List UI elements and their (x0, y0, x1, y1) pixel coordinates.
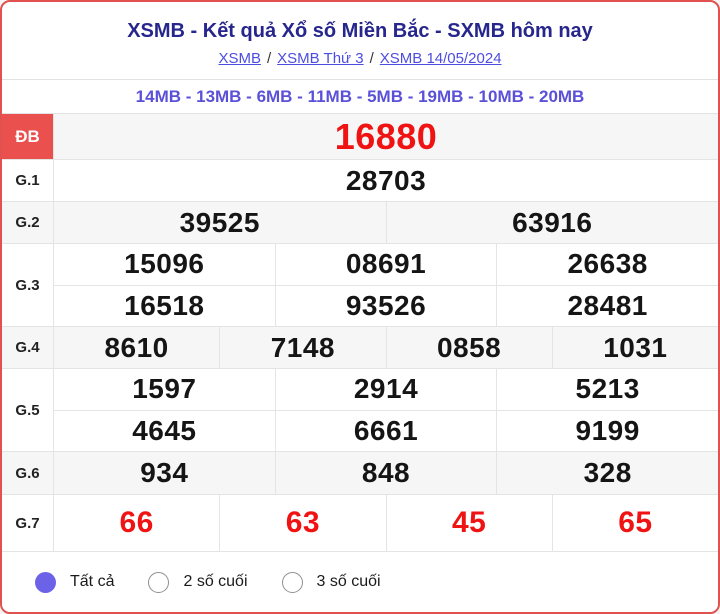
filter-option-label: Tất cả (70, 573, 115, 590)
filter-bar: Tất cả 2 số cuối 3 số cuối (2, 552, 718, 612)
prize-number: 1597 (54, 369, 276, 410)
prize-number: 08691 (276, 244, 498, 285)
prize-row-g1: G.1 28703 (2, 160, 718, 202)
prize-number: 4645 (54, 410, 276, 451)
prize-number: 8610 (54, 327, 221, 368)
prize-number: 934 (54, 452, 276, 494)
stations-line: 14MB - 13MB - 6MB - 11MB - 5MB - 19MB - … (2, 80, 718, 114)
prize-row-đb: ĐB 16880 (2, 114, 718, 160)
prize-label: G.1 (2, 160, 54, 201)
breadcrumb-link-xsmb[interactable]: XSMB (218, 50, 261, 67)
prize-number: 16518 (54, 285, 276, 326)
results-table: ĐB 16880 G.1 28703 G.2 39525 63916 G.3 15096 0869… (2, 114, 718, 552)
filter-option-label: 2 số cuối (183, 573, 248, 590)
prize-number: 9199 (575, 414, 640, 446)
prize-number: 328 (583, 457, 632, 488)
prize-number: 7148 (220, 327, 387, 368)
prize-row-g6: G.6 934 848 328 (2, 452, 718, 495)
prize-number: 63 (220, 495, 387, 551)
radio-unselected-icon[interactable] (281, 571, 303, 593)
radio-unselected-icon[interactable] (148, 571, 170, 593)
prize-row-g2: G.2 39525 63916 (2, 202, 718, 244)
prize-number: 39525 (54, 202, 387, 243)
prize-number: 15096 (54, 244, 276, 285)
filter-option-last2[interactable]: 2 số cuối (148, 571, 248, 593)
prize-number: 28481 (567, 289, 648, 321)
prize-label: G.2 (2, 202, 54, 243)
breadcrumb: XSMB / XSMB Thứ 3 / XSMB 14/05/2024 (2, 47, 718, 71)
prize-number: 66 (54, 495, 221, 551)
prize-label: ĐB (2, 114, 54, 159)
prize-label: G.6 (2, 452, 54, 494)
prize-number: 65 (618, 506, 653, 539)
radio-selected-icon[interactable] (35, 571, 56, 593)
prize-number: 93526 (276, 285, 498, 326)
prize-number: 6661 (276, 410, 498, 451)
filter-option-label: 3 số cuối (316, 573, 381, 590)
prize-row-g3: G.3 15096 08691 26638 16518 93526 28481 (2, 244, 718, 327)
prize-number: 5213 (575, 373, 640, 405)
breadcrumb-separator: / (266, 50, 272, 67)
prize-number: 2914 (276, 369, 498, 410)
breadcrumb-separator: / (369, 50, 374, 67)
prize-row-g4: G.4 8610 7148 0858 1031 (2, 327, 718, 369)
prize-label: G.4 (2, 327, 54, 368)
breadcrumb-link-xsmb-thu3[interactable]: XSMB Thứ 3 (277, 50, 364, 67)
filter-option-all[interactable]: Tất cả (35, 571, 115, 593)
prize-label: G.5 (2, 369, 54, 451)
prize-number: 848 (276, 452, 498, 494)
prize-number: 63916 (512, 206, 593, 238)
prize-label: G.7 (2, 495, 54, 551)
prize-number: 0858 (387, 327, 553, 368)
prize-number: 45 (387, 495, 553, 551)
prize-number: 28703 (345, 164, 427, 196)
prize-label: G.3 (2, 244, 54, 326)
prize-row-g7: G.7 66 63 45 65 (2, 495, 718, 552)
prize-row-g5: G.5 1597 2914 5213 4645 6661 9199 (2, 369, 718, 452)
prize-number: 1031 (603, 331, 668, 363)
page-title: XSMB - Kết quả Xổ số Miền Bắc - SXMB hôm… (127, 20, 593, 42)
filter-option-last3[interactable]: 3 số cuối (281, 571, 381, 593)
prize-number: 26638 (567, 248, 648, 280)
header: XSMB - Kết quả Xổ số Miền Bắc - SXMB hôm… (2, 2, 718, 80)
breadcrumb-link-xsmb-date[interactable]: XSMB 14/05/2024 (379, 50, 502, 67)
prize-number: 16880 (334, 115, 438, 157)
